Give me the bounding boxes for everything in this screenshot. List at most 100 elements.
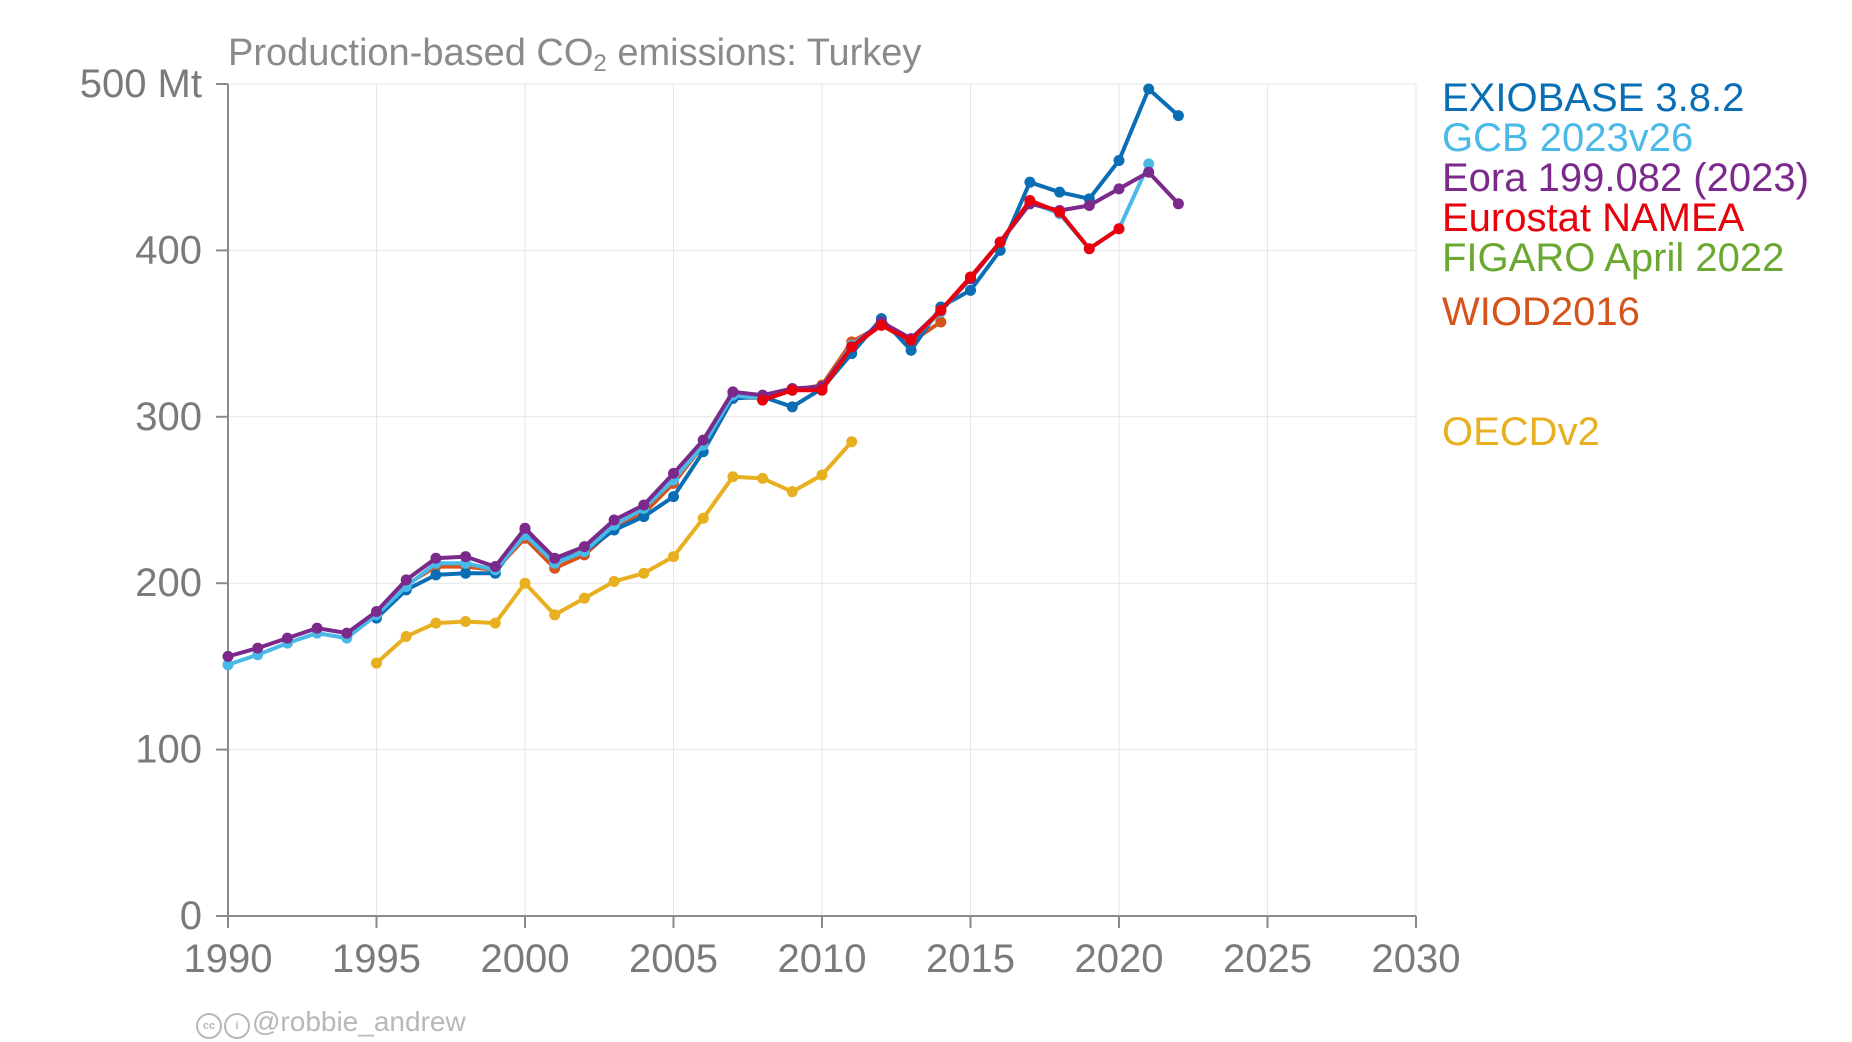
- x-tick-label: 2010: [778, 937, 867, 981]
- data-point: [1054, 206, 1066, 218]
- data-point: [757, 472, 769, 484]
- series-line: [760, 198, 1121, 403]
- data-point: [371, 605, 382, 617]
- data-point: [252, 642, 264, 654]
- data-point: [638, 499, 650, 511]
- data-point: [638, 567, 650, 579]
- y-tick-label: 100: [135, 728, 202, 772]
- y-tick-label: 300: [135, 395, 202, 439]
- data-point: [489, 617, 501, 629]
- data-point: [1143, 158, 1155, 170]
- by-icon: i: [224, 1013, 250, 1039]
- data-point: [549, 552, 561, 564]
- data-point: [549, 609, 561, 621]
- data-point: [578, 541, 590, 553]
- x-tick-label: 2005: [629, 937, 718, 981]
- data-point: [875, 319, 887, 331]
- data-point: [1172, 110, 1184, 122]
- data-point: [1054, 186, 1066, 198]
- data-point: [430, 569, 442, 581]
- data-point: [1113, 183, 1125, 195]
- data-point: [1113, 223, 1125, 235]
- series-eurostat-namea: [757, 194, 1125, 406]
- credit: cc i @robbie_andrew: [196, 1006, 466, 1039]
- data-point: [460, 567, 472, 579]
- grid: [228, 83, 1417, 916]
- data-point: [430, 552, 442, 564]
- x-tick-label: 2025: [1223, 937, 1312, 981]
- series-line: [374, 87, 1181, 621]
- data-point: [727, 471, 739, 483]
- data-point: [757, 394, 769, 406]
- cc-icon: cc: [196, 1013, 222, 1039]
- series-eora-199-082-2023-: [222, 166, 1184, 662]
- data-point: [519, 577, 531, 589]
- data-point: [816, 469, 828, 481]
- data-point: [222, 650, 234, 662]
- chart-title: Production-based CO2 emissions: Turkey: [228, 32, 922, 77]
- data-point: [371, 657, 382, 669]
- data-point: [341, 627, 353, 639]
- data-point: [668, 551, 679, 563]
- legend-item-oecd: OECDv2: [1442, 410, 1600, 454]
- legend-item-exiobase: EXIOBASE 3.8.2: [1442, 76, 1745, 120]
- x-tick-label: 1995: [332, 937, 421, 981]
- data-point: [965, 271, 976, 283]
- data-point: [816, 384, 828, 396]
- axes: 0 100 200 300 400 500 Mt 1990 1995 2000 2005 2010 2…: [80, 62, 1461, 981]
- legend-item-gcb: GCB 2023v26: [1442, 116, 1694, 160]
- x-tick-label: 1990: [184, 937, 273, 981]
- data-point: [1024, 194, 1036, 206]
- y-tick-label: 400: [135, 228, 202, 272]
- data-point: [400, 630, 412, 642]
- legend-item-wiod: WIOD2016: [1442, 290, 1640, 334]
- data-point: [786, 401, 798, 413]
- data-point: [222, 659, 234, 671]
- x-tick-label: 2030: [1372, 937, 1461, 981]
- data-point: [1083, 199, 1095, 211]
- data-point: [935, 316, 947, 328]
- data-point: [697, 434, 709, 446]
- data-point: [460, 615, 472, 627]
- data-point: [668, 467, 679, 479]
- data-point: [965, 284, 976, 296]
- legend-item-figaro: FIGARO April 2022: [1442, 236, 1785, 280]
- data-point: [1172, 198, 1184, 210]
- series-oecdv2: [371, 436, 858, 669]
- series-line: [226, 170, 1181, 659]
- title-prefix: Production-based CO: [228, 32, 594, 74]
- data-point: [786, 486, 798, 498]
- series-gcb-2023v26: [222, 158, 1155, 671]
- title-suffix: emissions: Turkey: [606, 32, 922, 74]
- y-tick-label: 0: [180, 894, 202, 938]
- data-point: [489, 561, 501, 573]
- data-point: [846, 341, 858, 353]
- x-tick-label: 2015: [926, 937, 1015, 981]
- data-point: [905, 344, 917, 356]
- data-point: [994, 236, 1006, 248]
- data-point: [1143, 83, 1155, 95]
- data-point: [786, 384, 798, 396]
- data-point: [697, 512, 709, 524]
- data-point: [905, 334, 917, 346]
- y-tick-label: 200: [135, 561, 202, 605]
- data-point: [638, 511, 650, 523]
- legend-item-eora: Eora 199.082 (2023): [1442, 156, 1809, 200]
- series-line: [226, 161, 1151, 667]
- data-point: [400, 574, 412, 586]
- y-tick-label: 500 Mt: [80, 62, 202, 106]
- data-point: [935, 304, 947, 316]
- data-point: [1143, 166, 1155, 178]
- data-point: [727, 386, 739, 398]
- data-point: [281, 632, 293, 644]
- title-subscript: 2: [593, 50, 607, 77]
- data-point: [578, 592, 590, 604]
- series-line: [374, 439, 854, 666]
- data-point: [608, 576, 620, 588]
- legend-item-eurostat: Eurostat NAMEA: [1442, 196, 1745, 240]
- data-point: [608, 514, 620, 526]
- series-lines: [222, 83, 1184, 671]
- data-point: [460, 551, 472, 563]
- credit-text: @robbie_andrew: [252, 1006, 466, 1037]
